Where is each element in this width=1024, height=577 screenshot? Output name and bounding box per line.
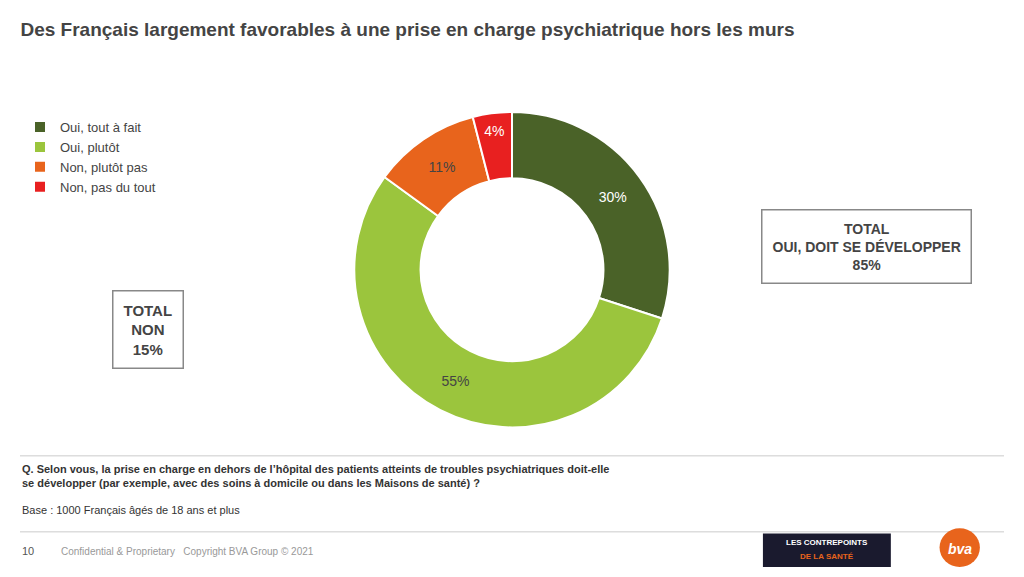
- svg-text:DE LA SANTÉ: DE LA SANTÉ: [800, 552, 854, 561]
- svg-text:10: 10: [22, 545, 34, 557]
- svg-text:Des Français largement favorab: Des Français largement favorables à une …: [20, 19, 794, 40]
- svg-text:Base : 1000 Français âgés de 1: Base : 1000 Français âgés de 18 ans et p…: [22, 504, 240, 516]
- svg-text:TOTALNON15%: TOTALNON15%: [124, 302, 173, 358]
- svg-text:bva: bva: [948, 541, 972, 557]
- svg-text:Non, pas du tout: Non, pas du tout: [60, 180, 156, 195]
- svg-text:TOTALOUI, DOIT SE DÉVELOPPER85: TOTALOUI, DOIT SE DÉVELOPPER85%: [773, 221, 961, 273]
- svg-text:Oui, tout à fait: Oui, tout à fait: [60, 120, 141, 135]
- svg-text:Non, plutôt pas: Non, plutôt pas: [60, 160, 148, 175]
- svg-text:30%: 30%: [599, 189, 627, 205]
- svg-text:Q. Selon vous, la prise en cha: Q. Selon vous, la prise en charge en deh…: [22, 463, 609, 489]
- svg-text:4%: 4%: [484, 123, 504, 139]
- svg-text:55%: 55%: [441, 373, 469, 389]
- svg-text:Oui, plutôt: Oui, plutôt: [60, 140, 120, 155]
- svg-text:11%: 11%: [428, 159, 455, 175]
- svg-text:Confidential & Proprietary C: Confidential & Proprietary Copyright BVA…: [61, 546, 314, 557]
- svg-text:LES CONTREPOINTS: LES CONTREPOINTS: [786, 538, 868, 547]
